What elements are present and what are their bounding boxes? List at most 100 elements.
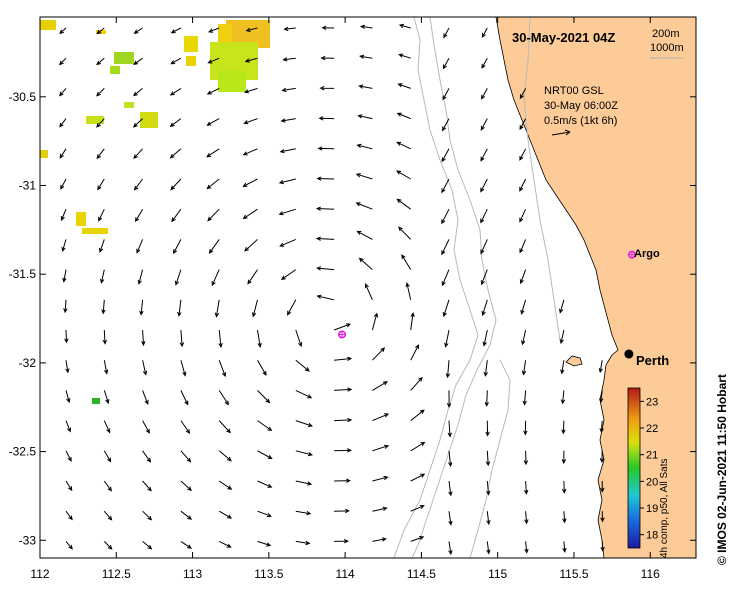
current-vector <box>486 541 491 555</box>
x-tick-label: 112.5 <box>102 567 131 581</box>
current-vector <box>171 208 182 223</box>
current-vector <box>283 26 296 32</box>
current-vector <box>137 269 144 285</box>
current-vector <box>208 27 220 33</box>
current-vector <box>480 178 488 193</box>
current-vector <box>321 25 335 31</box>
current-vector <box>295 540 311 546</box>
current-vector <box>372 381 388 391</box>
current-vector <box>522 390 527 406</box>
current-vector <box>410 505 425 512</box>
current-vector <box>132 118 143 128</box>
current-vector <box>65 541 73 550</box>
colorbar: 18 19 20 21 22 23 4h comp, p50, All Sats <box>627 387 670 558</box>
colorbar-tick-label: 20 <box>646 476 658 488</box>
current-vector <box>395 170 411 180</box>
current-vector <box>59 118 67 128</box>
current-vector <box>519 269 527 285</box>
current-vector <box>559 329 565 345</box>
current-vector <box>295 389 313 399</box>
current-vector <box>519 178 527 192</box>
current-vector <box>356 143 373 150</box>
current-vector <box>257 329 262 348</box>
current-vector <box>481 27 488 38</box>
current-vector <box>599 420 604 434</box>
current-vector <box>485 450 491 467</box>
x-axis: 112 112.5 113 113.5 114 114.5 115 115.5 116 <box>30 17 660 581</box>
current-vector <box>319 86 335 91</box>
current-vector <box>59 27 67 35</box>
current-vector <box>441 208 450 225</box>
current-vector <box>63 299 68 314</box>
current-vector <box>561 450 567 465</box>
current-vector <box>257 510 272 518</box>
current-vector <box>364 283 373 301</box>
current-vector <box>481 57 488 69</box>
current-vector <box>318 116 335 121</box>
current-vectors <box>58 23 605 556</box>
current-vector <box>218 420 231 434</box>
current-vector <box>519 148 527 161</box>
current-vector <box>397 83 411 89</box>
current-vector <box>174 269 182 286</box>
x-tick-label: 115.5 <box>559 567 588 581</box>
y-tick-label: -33 <box>19 533 37 547</box>
current-vector <box>444 329 450 348</box>
current-vector <box>180 360 187 377</box>
current-vector <box>218 540 232 548</box>
current-vector <box>252 299 258 318</box>
current-vector <box>179 329 185 348</box>
current-vector <box>371 312 379 331</box>
island-rottnest <box>565 355 583 367</box>
current-vector <box>358 84 373 89</box>
current-vector <box>441 178 450 194</box>
current-vector <box>244 57 258 63</box>
current-vector <box>102 329 107 345</box>
current-vector <box>448 480 453 497</box>
current-vector <box>600 541 605 552</box>
current-vector <box>96 118 105 128</box>
current-vector <box>355 202 373 210</box>
current-vector <box>562 541 567 553</box>
current-vector <box>295 329 303 348</box>
current-vector <box>103 510 113 521</box>
current-vector <box>218 360 226 378</box>
current-vector <box>520 299 527 315</box>
current-vector <box>410 473 426 482</box>
current-vector <box>170 57 182 65</box>
current-vector <box>333 323 352 331</box>
current-vector <box>61 239 67 252</box>
current-vector <box>135 208 144 223</box>
current-vector <box>410 312 415 331</box>
current-vector <box>244 239 258 252</box>
current-vector <box>59 88 67 97</box>
current-vector <box>243 118 258 125</box>
current-vector <box>372 506 388 512</box>
current-vector <box>170 178 182 191</box>
current-vector <box>141 329 146 347</box>
x-tick-label: 114.5 <box>407 567 436 581</box>
current-vector <box>442 57 450 70</box>
current-vector <box>334 448 352 453</box>
current-vector <box>206 118 220 126</box>
current-vector <box>100 269 105 284</box>
colorbar-tick-label: 19 <box>646 503 658 515</box>
current-vector <box>65 450 72 462</box>
perth-marker <box>624 349 634 359</box>
current-vector <box>372 444 390 452</box>
current-vector <box>58 57 67 66</box>
current-vector <box>136 239 144 254</box>
current-vector <box>442 118 450 132</box>
current-vector <box>214 299 220 318</box>
current-vector <box>65 390 71 404</box>
x-tick-label: 114 <box>336 567 355 581</box>
current-vector <box>446 390 452 409</box>
current-vector <box>480 208 488 224</box>
current-vector <box>96 88 105 97</box>
current-vector <box>278 178 296 185</box>
current-vector <box>396 198 411 210</box>
current-vector <box>281 87 296 93</box>
depth-legend-200m: 200m <box>652 28 680 40</box>
current-vector <box>599 390 604 404</box>
current-vector <box>398 53 411 59</box>
